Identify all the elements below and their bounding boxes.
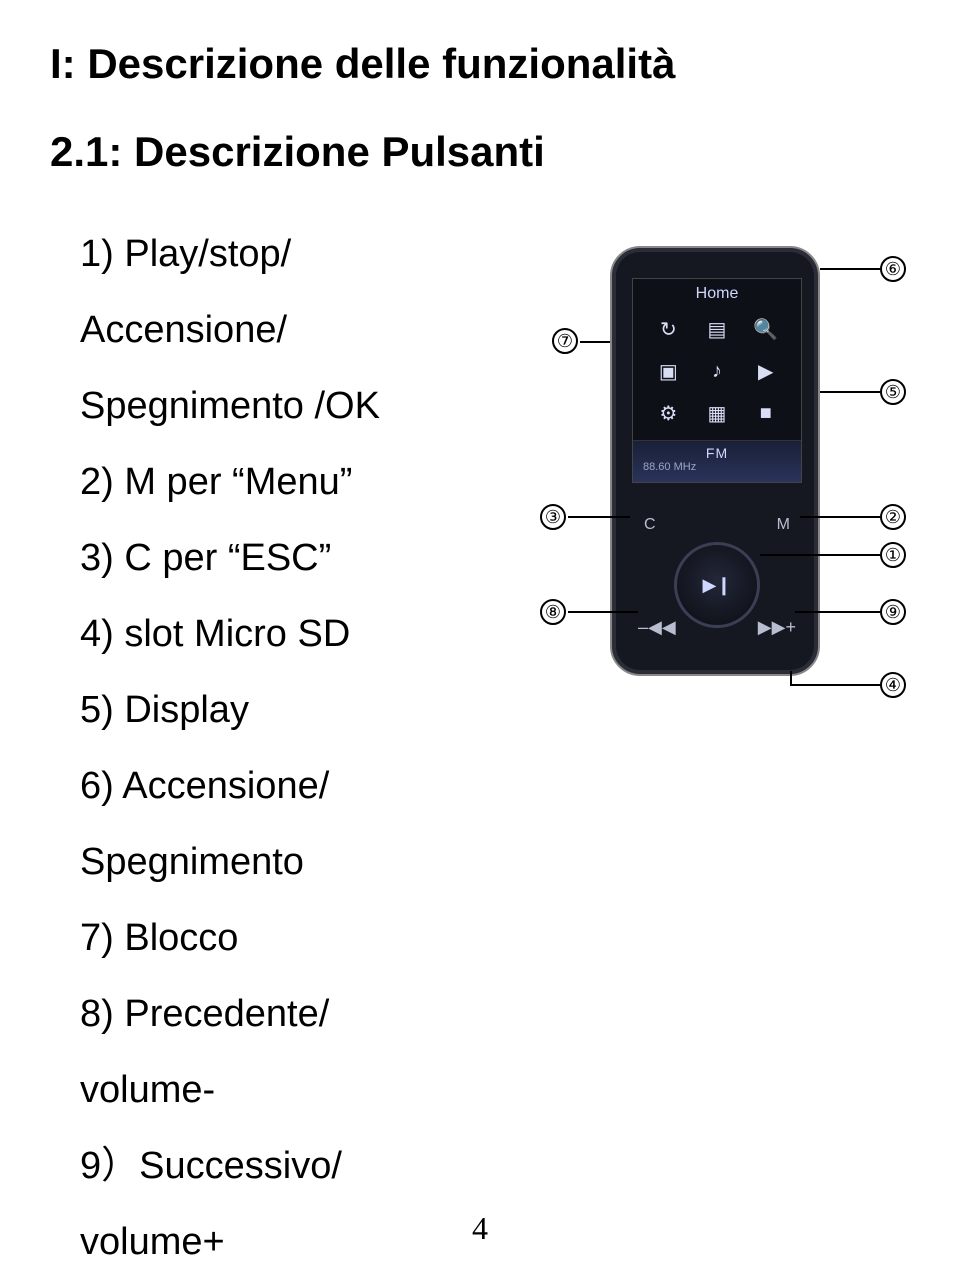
c-button-label: C <box>644 516 656 534</box>
list-item: 6) Accensione/ Spegnimento <box>80 748 470 900</box>
fm-label: FM <box>633 445 801 461</box>
list-item: 4) slot Micro SD <box>80 596 470 672</box>
fm-bar: FM 88.60 MHz <box>633 440 801 482</box>
leader-4v <box>790 671 792 684</box>
list-item: 9）Successivo/ volume+ <box>80 1128 470 1280</box>
callout-3: ③ <box>540 504 566 530</box>
folder-icon: ▤ <box>696 311 739 347</box>
callout-2: ② <box>880 504 906 530</box>
leader-8 <box>568 611 638 613</box>
leader-2 <box>800 516 880 518</box>
leader-7 <box>580 341 610 343</box>
settings-icon: ⚙ <box>647 395 690 431</box>
play-dial: ▶❙ <box>674 542 760 628</box>
photo-icon: ▣ <box>647 353 690 389</box>
m-button-label: M <box>777 516 790 534</box>
callout-9: ⑨ <box>880 599 906 625</box>
device-body: Home ↻ ▤ 🔍 ▣ ♪ ▶ ⚙ ▦ ■ FM 88.60 MHz <box>610 246 820 676</box>
callout-8: ⑧ <box>540 599 566 625</box>
callout-6: ⑥ <box>880 256 906 282</box>
callout-1: ① <box>880 542 906 568</box>
screen-title: Home <box>633 279 801 307</box>
pageor-number: 4 <box>0 1210 960 1247</box>
callout-7: ⑦ <box>552 328 578 354</box>
leader-5 <box>820 391 880 393</box>
leader-9 <box>795 611 880 613</box>
search-icon: 🔍 <box>744 311 787 347</box>
list-item: 5) Display <box>80 672 470 748</box>
video-icon: ▶ <box>744 353 787 389</box>
list-item: 1) Play/stop/ Accensione/ Spegnimento /O… <box>80 216 470 444</box>
control-area: C M –◀◀ ▶▶+ ▶❙ <box>632 498 802 658</box>
list-item: 8) Precedente/ volume- <box>80 976 470 1128</box>
content-row: 1) Play/stop/ Accensione/ Spegnimento /O… <box>50 216 910 1280</box>
next-button-label: ▶▶+ <box>758 617 796 638</box>
callout-5: ⑤ <box>880 379 906 405</box>
device-screen: Home ↻ ▤ 🔍 ▣ ♪ ▶ ⚙ ▦ ■ FM 88.60 MHz <box>632 278 802 483</box>
leader-3 <box>568 516 630 518</box>
fm-frequency: 88.60 MHz <box>633 461 801 473</box>
subsection-title: 2.1: Descrizione Pulsanti <box>50 128 910 176</box>
device-diagram: Home ↻ ▤ 🔍 ▣ ♪ ▶ ⚙ ▦ ■ FM 88.60 MHz <box>490 216 910 786</box>
record-icon: ■ <box>744 395 787 431</box>
refresh-icon: ↻ <box>647 311 690 347</box>
text-icon: ▦ <box>696 395 739 431</box>
list-item: 3) C per “ESC” <box>80 520 470 596</box>
button-list: 1) Play/stop/ Accensione/ Spegnimento /O… <box>50 216 470 1280</box>
music-icon: ♪ <box>696 353 739 389</box>
list-item: 2) M per “Menu” <box>80 444 470 520</box>
prev-button-label: –◀◀ <box>638 617 676 638</box>
list-item: 7) Blocco <box>80 900 470 976</box>
leader-6 <box>820 268 880 270</box>
callout-4: ④ <box>880 672 906 698</box>
section-title: I: Descrizione delle funzionalità <box>50 40 910 88</box>
screen-icon-grid: ↻ ▤ 🔍 ▣ ♪ ▶ ⚙ ▦ ■ <box>633 307 801 431</box>
leader-4h <box>790 684 882 686</box>
leader-1 <box>760 554 880 556</box>
